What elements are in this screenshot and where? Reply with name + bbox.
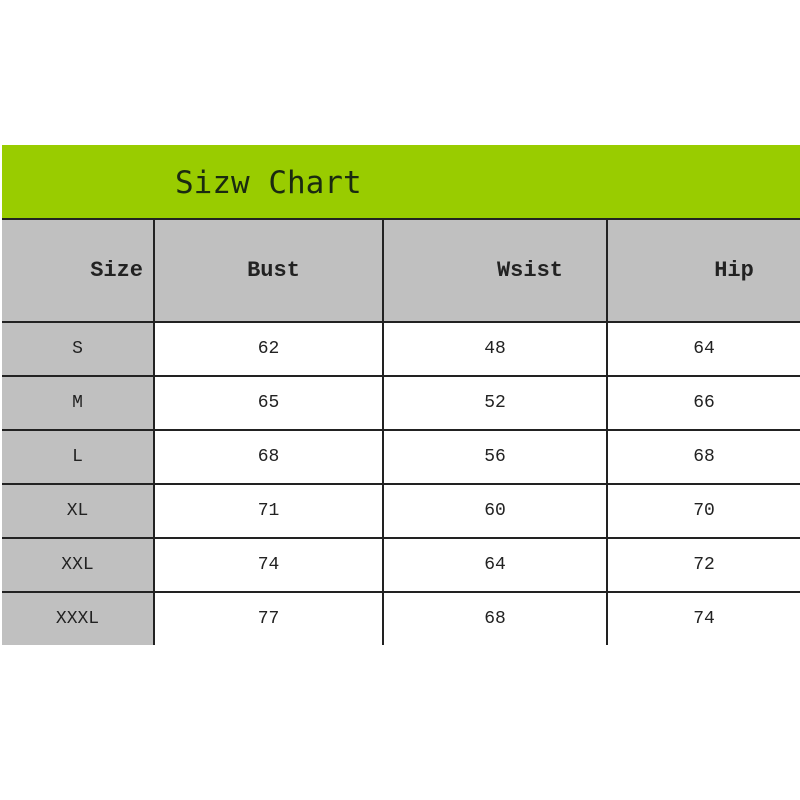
cell-bust: 62	[153, 321, 384, 377]
cell-waist: 48	[382, 321, 608, 377]
table-row: XXL 74 64 72	[2, 537, 800, 593]
cell-bust: 65	[153, 375, 384, 431]
header-bust: Bust	[153, 218, 384, 322]
cell-hip: 74	[606, 591, 800, 645]
cell-hip: 66	[606, 375, 800, 431]
cell-waist: 52	[382, 375, 608, 431]
cell-size: M	[2, 375, 155, 431]
cell-waist: 60	[382, 483, 608, 539]
table-row: XXXL 77 68 74	[2, 591, 800, 645]
cell-hip: 70	[606, 483, 800, 539]
cell-size: XL	[2, 483, 155, 539]
cell-bust: 71	[153, 483, 384, 539]
header-hip: Hip	[606, 218, 800, 322]
cell-size: S	[2, 321, 155, 377]
cell-size: XXXL	[2, 591, 155, 645]
header-row: Size Bust Wsist Hip	[2, 218, 800, 322]
cell-bust: 77	[153, 591, 384, 645]
chart-title: Sizw Chart	[175, 165, 362, 201]
cell-bust: 74	[153, 537, 384, 593]
cell-bust: 68	[153, 429, 384, 485]
cell-hip: 68	[606, 429, 800, 485]
table-row: XL 71 60 70	[2, 483, 800, 539]
cell-waist: 56	[382, 429, 608, 485]
cell-hip: 64	[606, 321, 800, 377]
size-table: Size Bust Wsist Hip S 62 48 64 M 65 52 66 L 68 56 6…	[2, 218, 800, 645]
header-size: Size	[2, 218, 155, 322]
title-bar: Sizw Chart	[2, 145, 800, 218]
table-row: M 65 52 66	[2, 375, 800, 431]
cell-hip: 72	[606, 537, 800, 593]
cell-waist: 68	[382, 591, 608, 645]
cell-size: XXL	[2, 537, 155, 593]
table-row: L 68 56 68	[2, 429, 800, 485]
cell-waist: 64	[382, 537, 608, 593]
header-waist: Wsist	[382, 218, 608, 322]
table-row: S 62 48 64	[2, 321, 800, 377]
cell-size: L	[2, 429, 155, 485]
